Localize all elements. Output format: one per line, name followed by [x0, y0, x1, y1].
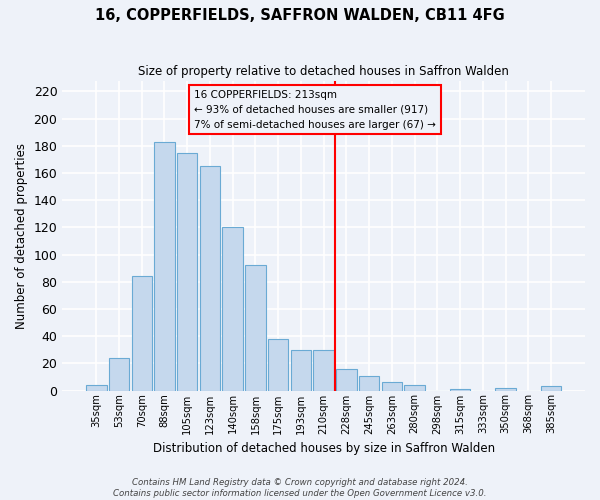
Bar — [336, 369, 356, 390]
Bar — [223, 228, 243, 390]
Bar — [109, 358, 129, 390]
Bar — [290, 350, 311, 391]
Bar — [154, 142, 175, 390]
Bar — [200, 166, 220, 390]
X-axis label: Distribution of detached houses by size in Saffron Walden: Distribution of detached houses by size … — [152, 442, 495, 455]
Title: Size of property relative to detached houses in Saffron Walden: Size of property relative to detached ho… — [138, 65, 509, 78]
Bar — [313, 350, 334, 391]
Bar — [268, 339, 289, 390]
Bar — [496, 388, 516, 390]
Bar — [86, 385, 107, 390]
Bar — [177, 152, 197, 390]
Text: 16 COPPERFIELDS: 213sqm
← 93% of detached houses are smaller (917)
7% of semi-de: 16 COPPERFIELDS: 213sqm ← 93% of detache… — [194, 90, 436, 130]
Y-axis label: Number of detached properties: Number of detached properties — [15, 142, 28, 328]
Bar — [245, 266, 266, 390]
Bar — [450, 389, 470, 390]
Bar — [541, 386, 561, 390]
Text: 16, COPPERFIELDS, SAFFRON WALDEN, CB11 4FG: 16, COPPERFIELDS, SAFFRON WALDEN, CB11 4… — [95, 8, 505, 22]
Text: Contains HM Land Registry data © Crown copyright and database right 2024.
Contai: Contains HM Land Registry data © Crown c… — [113, 478, 487, 498]
Bar — [131, 276, 152, 390]
Bar — [359, 376, 379, 390]
Bar — [404, 385, 425, 390]
Bar — [382, 382, 402, 390]
